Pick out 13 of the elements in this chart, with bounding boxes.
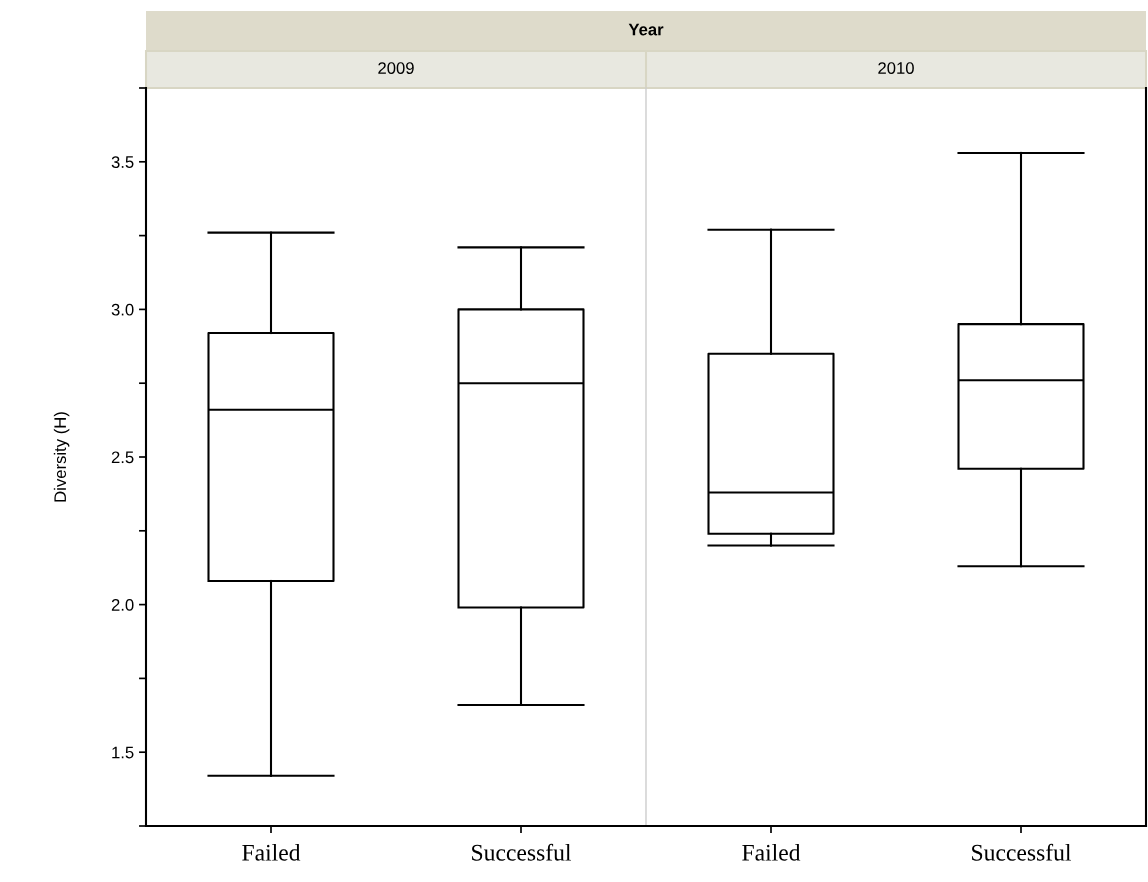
y-tick-label: 3.5 bbox=[111, 156, 134, 168]
y-tick-label: 3.0 bbox=[111, 303, 134, 316]
x-tick-label: Failed bbox=[742, 844, 801, 861]
y-tick-label: 1.5 bbox=[112, 746, 134, 759]
chart-title: 2009 bbox=[378, 62, 414, 74]
x-tick-label: Successful bbox=[472, 843, 572, 861]
text: Year bbox=[628, 23, 664, 36]
chart-title: 2010 bbox=[878, 62, 914, 74]
x-tick-label: Failed bbox=[242, 844, 301, 861]
x-tick-label: Successful bbox=[972, 843, 1072, 861]
y-tick-label: 2.5 bbox=[111, 451, 134, 464]
y-axis-title: Diversity (H) bbox=[53, 412, 70, 502]
y-tick-label: 2.0 bbox=[111, 599, 134, 611]
